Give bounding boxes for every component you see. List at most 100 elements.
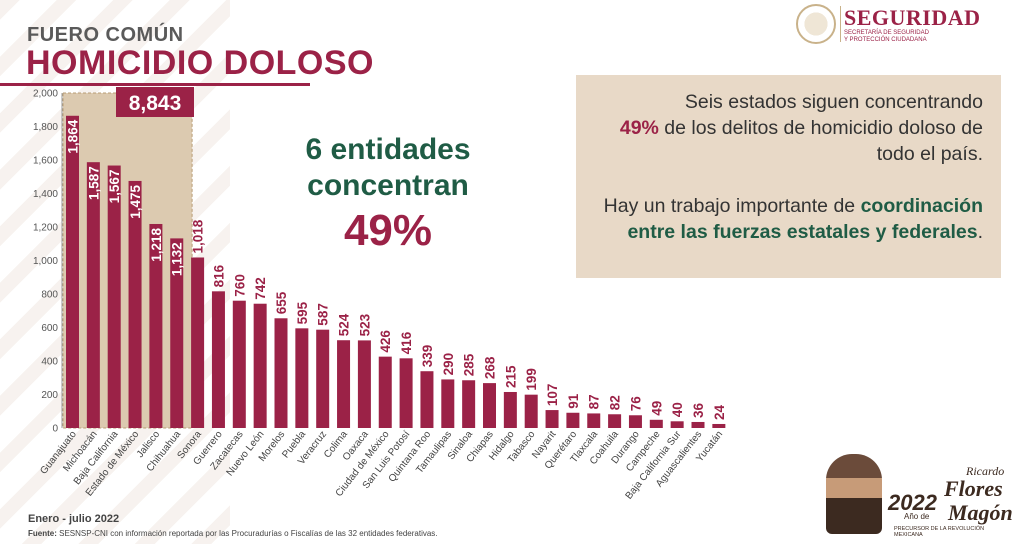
data-label: 285 (462, 353, 477, 376)
bar (608, 414, 622, 428)
data-label: 91 (566, 393, 581, 409)
info-p1-a: Seis estados siguen concentrando (684, 91, 983, 113)
bar (86, 162, 100, 429)
title-underline (0, 83, 310, 86)
data-label: 426 (378, 330, 393, 353)
bar (503, 391, 517, 428)
highlight-total-label: 8,843 (129, 92, 182, 115)
info-p2-b: . (977, 221, 983, 243)
y-tick-label: 200 (41, 390, 58, 401)
y-tick-label: 1,600 (33, 156, 58, 167)
anniversary-tagline: PRECURSOR DE LA REVOLUCIÓN MEXICANA (894, 526, 985, 538)
bar (128, 180, 142, 428)
data-label: 1,587 (86, 166, 101, 200)
logo-subtitle-line1: SECRETARÍA DE SEGURIDAD (844, 30, 929, 36)
y-tick-label: 1,200 (33, 223, 58, 234)
data-label: 595 (295, 301, 310, 324)
data-label: 76 (628, 396, 643, 412)
logo-separator (840, 6, 841, 42)
anniversary-name3: Magón (948, 500, 1013, 525)
info-paragraph-2: Hay un trabajo importante de coordinació… (593, 193, 983, 245)
bar (66, 115, 79, 428)
portrait-icon (826, 454, 882, 534)
data-label: 587 (316, 303, 331, 326)
data-label: 49 (649, 401, 664, 416)
bar (649, 419, 663, 428)
bar (545, 410, 559, 428)
source-text: SESNSP-CNI con información reportada por… (56, 529, 438, 538)
callout-line1: 6 entidades (305, 133, 471, 166)
callout-caption: 6 entidades concentran (283, 132, 493, 204)
y-tick-label: 1,000 (33, 256, 58, 267)
bar (712, 423, 726, 428)
y-tick-label: 0 (52, 424, 58, 435)
data-label: 1,864 (66, 119, 81, 153)
logo-name: SEGURIDAD (844, 5, 981, 30)
date-range: Enero - julio 2022 (28, 513, 120, 525)
y-tick-label: 400 (41, 357, 58, 368)
data-label: 290 (441, 353, 456, 376)
bar (232, 300, 246, 428)
logo-subtitle-line2: Y PROTECCIÓN CIUDADANA (844, 37, 927, 43)
data-label: 87 (587, 394, 602, 409)
bar (170, 238, 184, 428)
page-title: HOMICIDIO DOLOSO (26, 44, 374, 82)
highlight-total-badge (116, 87, 194, 117)
data-label: 199 (524, 368, 539, 391)
bar (357, 340, 371, 428)
bar (337, 340, 351, 428)
data-label: 82 (608, 395, 623, 410)
data-label: 1,475 (128, 184, 143, 218)
bar (399, 358, 413, 428)
bar (295, 328, 309, 428)
anniversary-name2: Flores (944, 476, 1003, 501)
data-label: 760 (232, 274, 247, 297)
national-seal-icon (796, 4, 836, 44)
data-label: 1,218 (149, 228, 164, 262)
data-label: 36 (691, 402, 706, 418)
data-label: 816 (211, 264, 226, 287)
bar (378, 356, 392, 428)
data-label: 107 (545, 384, 560, 407)
info-p1-b: de los delitos de homicidio doloso de to… (658, 117, 983, 165)
data-label: 215 (503, 365, 518, 388)
bar (483, 383, 496, 428)
data-label: 24 (712, 404, 727, 420)
y-tick-label: 2,000 (33, 89, 58, 100)
data-label: 1,018 (191, 219, 206, 253)
data-label: 524 (337, 313, 352, 336)
bar (274, 318, 288, 428)
anniversary-ano: Año de (904, 512, 930, 521)
data-label: 339 (420, 345, 435, 368)
y-tick-label: 800 (41, 290, 58, 301)
data-label: 1,132 (170, 242, 185, 276)
source-label: Fuente: (28, 529, 57, 538)
anniversary-logo: Ricardo Flores 2022 Año de Magón PRECURS… (826, 452, 1013, 540)
callout-percentage: 49% (343, 206, 433, 255)
bar (420, 371, 434, 428)
data-label: 268 (483, 356, 498, 379)
y-tick-label: 600 (41, 323, 58, 334)
bar (211, 291, 225, 428)
seguridad-logo: SEGURIDAD SECRETARÍA DE SEGURIDAD Y PROT… (796, 4, 1001, 48)
y-tick-label: 1,400 (33, 189, 58, 200)
bar (149, 223, 163, 428)
bar (462, 380, 476, 428)
page-subtitle: FUERO COMÚN (27, 24, 184, 46)
info-box: Seis estados siguen concentrando 49% de l… (576, 75, 1001, 278)
bar (441, 379, 455, 428)
y-tick-label: 1,800 (33, 122, 58, 133)
bar (587, 413, 601, 428)
info-p2-highlight: coordinación entre las fuerzas estatales… (627, 195, 983, 243)
bar (524, 394, 538, 428)
anniversary-year: 2022 (888, 490, 937, 515)
logo-subtitle: SECRETARÍA DE SEGURIDAD Y PROTECCIÓN CIU… (844, 30, 929, 44)
bar (566, 412, 580, 428)
bar (107, 165, 121, 428)
bar (191, 257, 205, 428)
bar (628, 415, 642, 428)
info-paragraph-1: Seis estados siguen concentrando 49% de l… (593, 89, 983, 167)
info-p1-highlight: 49% (619, 117, 659, 139)
source-note: Fuente: SESNSP-CNI con información repor… (28, 529, 438, 538)
